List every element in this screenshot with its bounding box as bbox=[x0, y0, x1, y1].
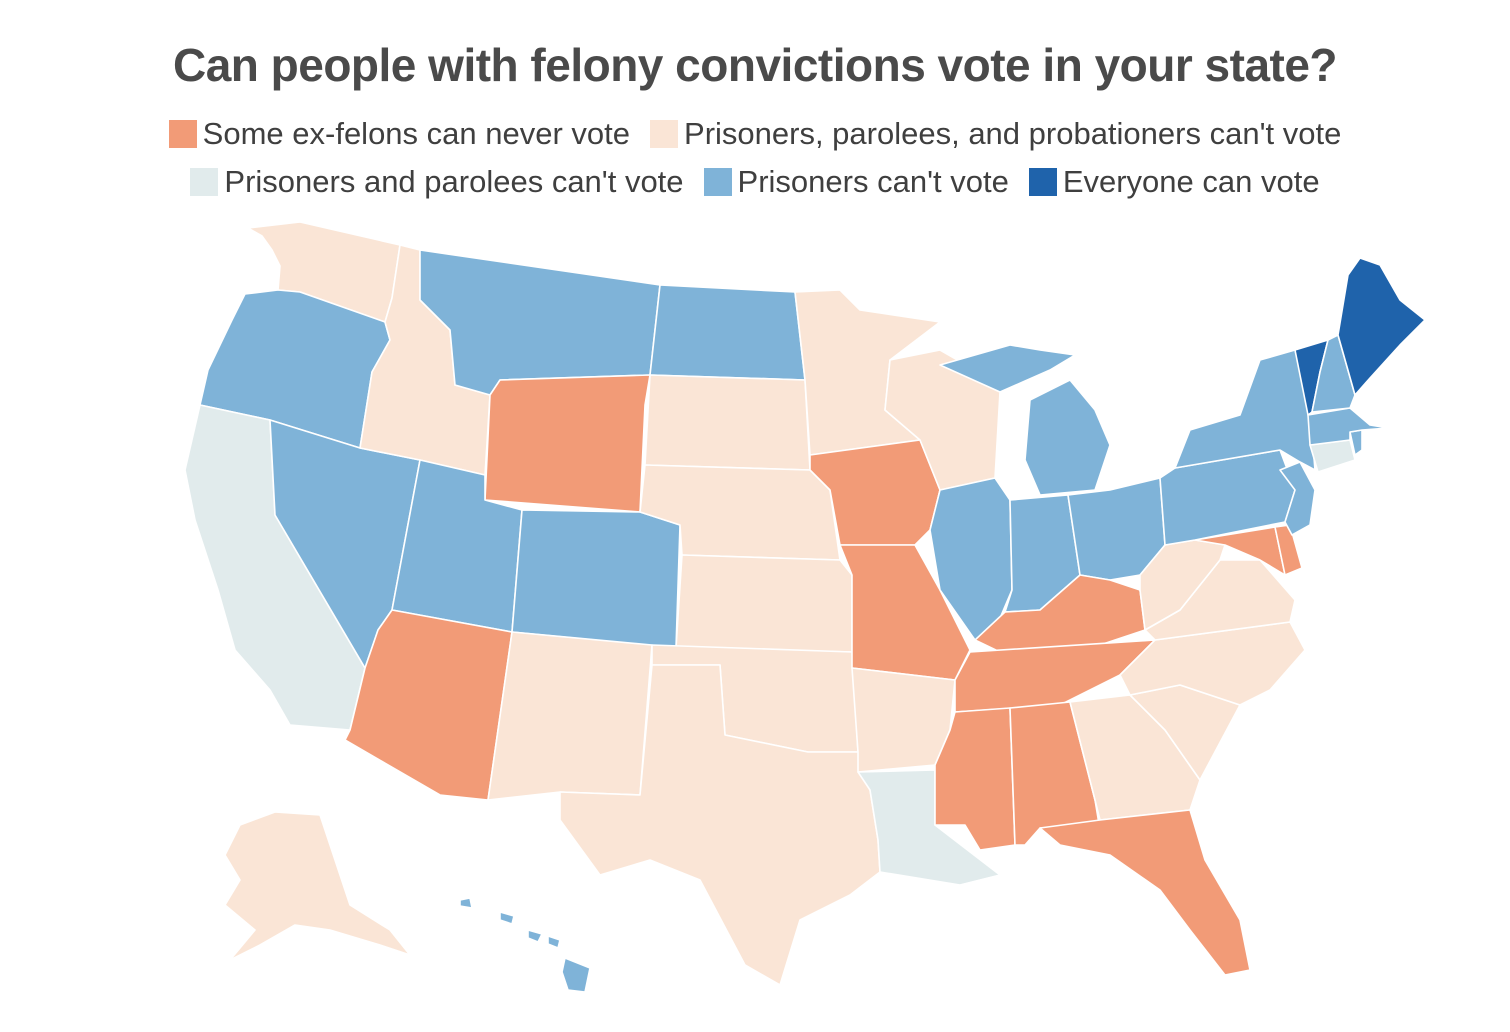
state-MI bbox=[939, 344, 1111, 496]
state-FL bbox=[1039, 809, 1251, 976]
legend-item-never: Some ex-felons can never vote bbox=[168, 116, 631, 152]
state-MA bbox=[1307, 407, 1389, 446]
legend-item-pp: Prisoners and parolees can't vote bbox=[190, 164, 684, 200]
legend-swatch-all bbox=[1028, 168, 1057, 196]
state-CO bbox=[511, 509, 681, 649]
map-title: Can people with felony convictions vote … bbox=[172, 39, 1338, 91]
state-AK bbox=[224, 811, 411, 961]
state-HI bbox=[459, 897, 591, 993]
state-MT bbox=[419, 249, 661, 396]
state-NM bbox=[487, 631, 653, 801]
legend-swatch-pp bbox=[190, 168, 219, 196]
legend-label-never: Some ex-felons can never vote bbox=[202, 116, 631, 151]
legend-label-ppp: Prisoners, parolees, and probationers ca… bbox=[684, 116, 1342, 151]
legend-label-all: Everyone can vote bbox=[1062, 164, 1320, 199]
legend-label-prison: Prisoners can't vote bbox=[737, 164, 1009, 199]
state-WY bbox=[484, 374, 651, 513]
state-KS bbox=[675, 554, 853, 653]
legend-item-prison: Prisoners can't vote bbox=[703, 164, 1009, 200]
state-ME bbox=[1337, 257, 1426, 396]
state-MD bbox=[1194, 526, 1286, 576]
legend-swatch-prison bbox=[703, 168, 732, 196]
legend-swatch-never bbox=[168, 120, 197, 148]
state-NY bbox=[1174, 349, 1316, 471]
legend-row-1: Some ex-felons can never vote Prisoners,… bbox=[0, 116, 1510, 152]
legend-label-pp: Prisoners and parolees can't vote bbox=[224, 164, 684, 199]
state-NJ bbox=[1279, 461, 1316, 536]
state-TX bbox=[559, 664, 881, 986]
state-DE bbox=[1274, 524, 1303, 576]
legend-item-ppp: Prisoners, parolees, and probationers ca… bbox=[650, 116, 1341, 152]
legend-row-2: Prisoners and parolees can't vote Prison… bbox=[0, 164, 1510, 200]
state-ND bbox=[649, 284, 806, 381]
state-SD bbox=[644, 374, 811, 471]
legend-swatch-ppp bbox=[650, 120, 679, 148]
legend-item-all: Everyone can vote bbox=[1028, 164, 1320, 200]
